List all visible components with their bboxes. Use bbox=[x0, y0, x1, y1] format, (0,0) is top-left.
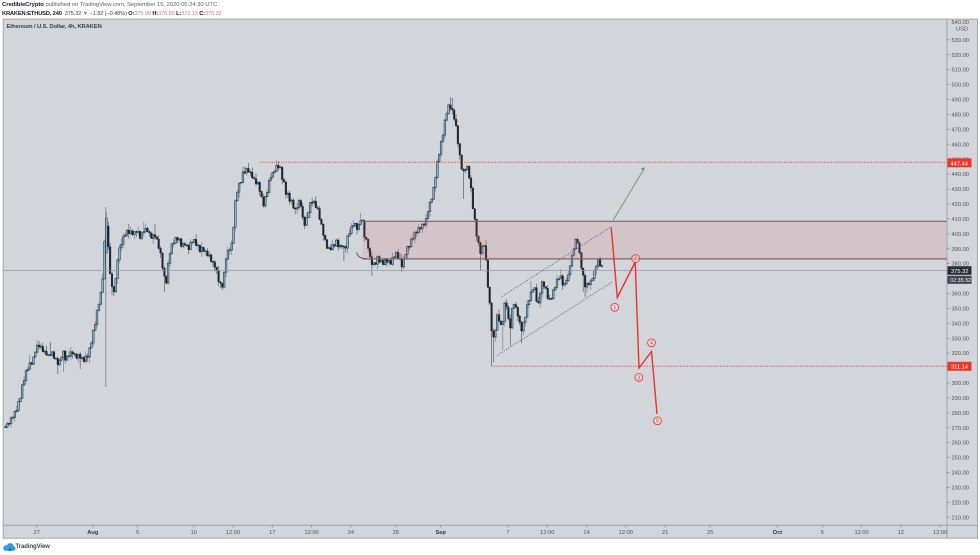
svg-text:350.00: 350.00 bbox=[952, 307, 969, 313]
svg-text:530.00: 530.00 bbox=[952, 38, 969, 44]
svg-text:02:35:32: 02:35:32 bbox=[950, 278, 971, 284]
svg-text:27: 27 bbox=[34, 530, 40, 536]
svg-text:5: 5 bbox=[656, 419, 659, 425]
svg-text:320.00: 320.00 bbox=[952, 351, 969, 357]
svg-text:375.32: 375.32 bbox=[951, 269, 968, 275]
svg-text:220.00: 220.00 bbox=[952, 500, 969, 506]
svg-text:340.00: 340.00 bbox=[952, 321, 969, 327]
svg-text:12: 12 bbox=[898, 530, 904, 536]
svg-text:500.00: 500.00 bbox=[952, 83, 969, 89]
svg-text:Aug: Aug bbox=[87, 530, 99, 536]
svg-text:250.00: 250.00 bbox=[952, 456, 969, 462]
svg-text:USD: USD bbox=[956, 27, 968, 33]
svg-text:440.00: 440.00 bbox=[952, 172, 969, 178]
svg-text:2: 2 bbox=[634, 257, 637, 263]
svg-text:12:00: 12:00 bbox=[933, 530, 947, 536]
svg-text:311.14: 311.14 bbox=[951, 365, 968, 371]
svg-text:380.00: 380.00 bbox=[952, 262, 969, 268]
svg-text:Oct: Oct bbox=[773, 530, 783, 536]
svg-text:210.00: 210.00 bbox=[952, 515, 969, 521]
svg-text:12:00: 12:00 bbox=[304, 530, 318, 536]
svg-text:24: 24 bbox=[348, 530, 354, 536]
svg-text:410.00: 410.00 bbox=[952, 217, 969, 223]
svg-text:230.00: 230.00 bbox=[952, 486, 969, 492]
svg-text:5: 5 bbox=[136, 530, 139, 536]
svg-text:470.00: 470.00 bbox=[952, 127, 969, 133]
svg-text:520.00: 520.00 bbox=[952, 53, 969, 59]
svg-text:420.00: 420.00 bbox=[952, 202, 969, 208]
svg-text:12:00: 12:00 bbox=[854, 530, 868, 536]
svg-text:7: 7 bbox=[506, 530, 509, 536]
svg-text:300.00: 300.00 bbox=[952, 381, 969, 387]
svg-text:Sep: Sep bbox=[435, 530, 446, 536]
svg-text:12:00: 12:00 bbox=[226, 530, 240, 536]
svg-text:280.00: 280.00 bbox=[952, 411, 969, 417]
svg-text:25: 25 bbox=[707, 530, 713, 536]
svg-text:270.00: 270.00 bbox=[952, 426, 969, 432]
svg-text:10: 10 bbox=[191, 530, 197, 536]
svg-text:290.00: 290.00 bbox=[952, 396, 969, 402]
svg-text:17: 17 bbox=[269, 530, 275, 536]
svg-text:5: 5 bbox=[821, 530, 824, 536]
svg-text:260.00: 260.00 bbox=[952, 441, 969, 447]
svg-text:12:00: 12:00 bbox=[540, 530, 554, 536]
svg-text:240.00: 240.00 bbox=[952, 471, 969, 477]
svg-text:14: 14 bbox=[583, 530, 589, 536]
svg-text:360.00: 360.00 bbox=[952, 292, 969, 298]
svg-text:510.00: 510.00 bbox=[952, 68, 969, 74]
svg-text:390.00: 390.00 bbox=[952, 247, 969, 253]
svg-text:4: 4 bbox=[650, 341, 653, 347]
svg-text:28: 28 bbox=[393, 530, 399, 536]
svg-text:400.00: 400.00 bbox=[952, 232, 969, 238]
svg-text:12:00: 12:00 bbox=[619, 530, 633, 536]
svg-text:447.44: 447.44 bbox=[951, 161, 968, 167]
svg-text:330.00: 330.00 bbox=[952, 336, 969, 342]
svg-text:21: 21 bbox=[662, 530, 668, 536]
svg-text:3: 3 bbox=[637, 375, 640, 381]
svg-text:540.00: 540.00 bbox=[952, 20, 969, 26]
svg-text:490.00: 490.00 bbox=[952, 98, 969, 104]
svg-text:480.00: 480.00 bbox=[952, 113, 969, 119]
svg-text:460.00: 460.00 bbox=[952, 142, 969, 148]
svg-text:430.00: 430.00 bbox=[952, 187, 969, 193]
svg-text:1: 1 bbox=[613, 305, 616, 311]
